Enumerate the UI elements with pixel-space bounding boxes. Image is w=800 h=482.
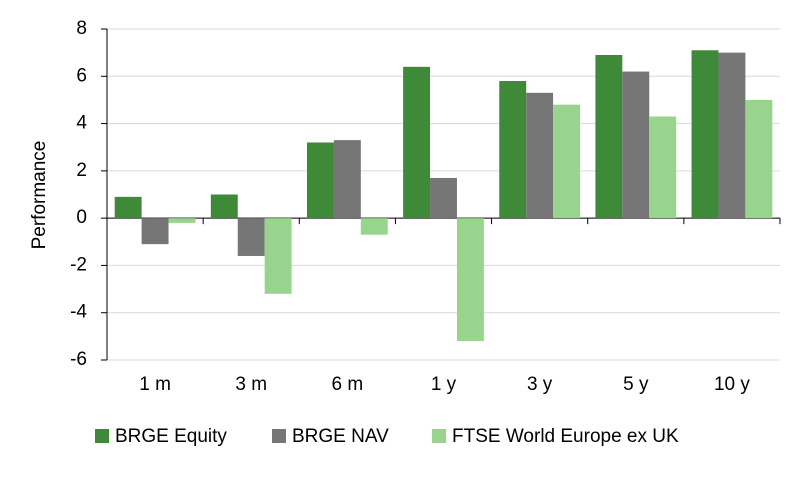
- legend-swatch: [95, 429, 109, 443]
- legend-swatch: [272, 429, 286, 443]
- legend-swatch: [432, 429, 446, 443]
- bar: [691, 50, 719, 219]
- bar: [745, 99, 773, 219]
- y-tick-label: 2: [76, 160, 87, 181]
- legend-label: BRGE NAV: [292, 426, 389, 447]
- y-tick-label: -4: [70, 302, 87, 323]
- x-tick-label: 10 y: [714, 374, 750, 395]
- bar: [237, 218, 265, 256]
- x-tick-label: 5 y: [623, 374, 649, 395]
- y-axis-label: Performance: [29, 141, 50, 250]
- y-tick-label: 8: [76, 18, 87, 39]
- x-tick-label: 3 m: [235, 374, 267, 395]
- bar: [264, 218, 292, 294]
- bar: [306, 142, 334, 219]
- bar: [403, 66, 431, 219]
- bar: [430, 177, 457, 219]
- bar: [526, 92, 554, 219]
- y-tick-label: 0: [76, 207, 87, 228]
- bar: [649, 116, 677, 219]
- bar: [210, 194, 238, 219]
- bar: [622, 71, 650, 219]
- x-tick-label: 3 y: [527, 374, 553, 395]
- y-tick-label: 6: [76, 65, 87, 86]
- x-tick-label: 1 y: [431, 374, 457, 395]
- legend-label: BRGE Equity: [115, 426, 227, 447]
- y-tick-label: -6: [70, 349, 87, 370]
- bar: [333, 140, 361, 219]
- bar: [168, 218, 196, 223]
- bar: [595, 55, 623, 219]
- bar: [499, 81, 527, 219]
- legend-label: FTSE World Europe ex UK: [452, 426, 679, 447]
- x-tick-label: 1 m: [139, 374, 171, 395]
- x-tick-label: 6 m: [332, 374, 364, 395]
- y-tick-label: -2: [70, 254, 87, 275]
- y-tick-label: 4: [76, 113, 87, 134]
- bar: [114, 196, 142, 219]
- bar: [456, 218, 484, 342]
- bar: [718, 52, 746, 219]
- bar: [553, 104, 581, 219]
- bar: [360, 218, 388, 235]
- bar: [141, 218, 169, 245]
